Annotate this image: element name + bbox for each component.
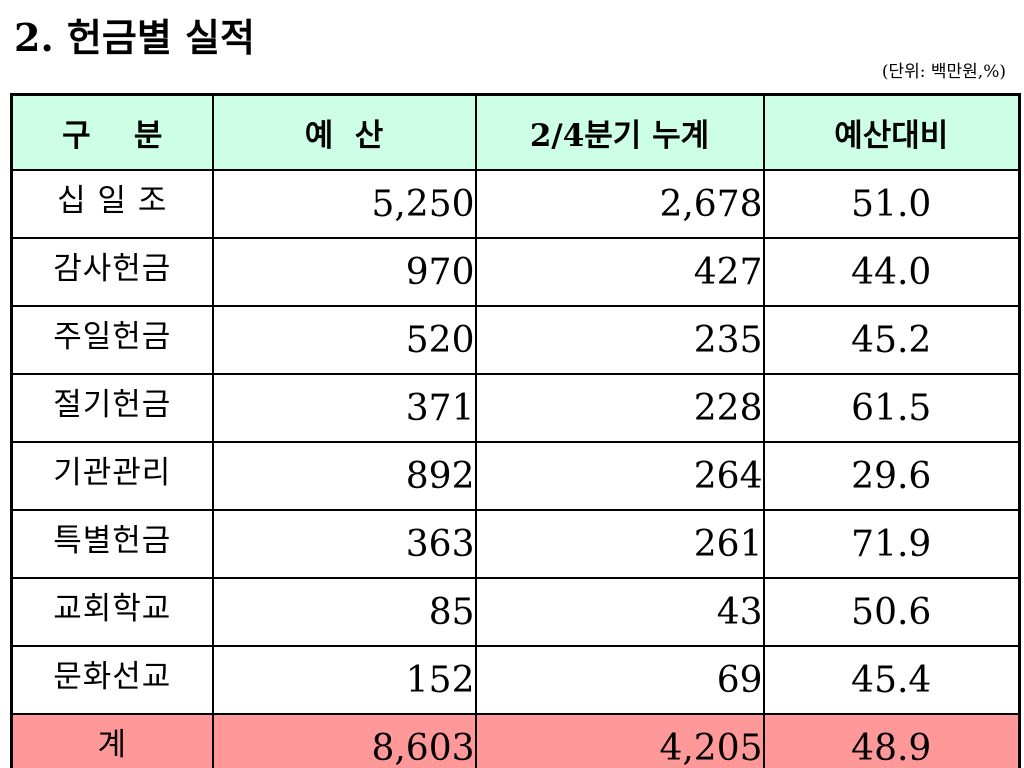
row-label: 기관관리 — [10, 441, 214, 511]
row-label: 십 일 조 — [10, 169, 214, 239]
q2-cumulative-cell: 2,678 — [474, 169, 765, 239]
budget-cell: 363 — [211, 509, 477, 579]
page-title: 2. 헌금별 실적 — [14, 15, 255, 60]
table-row: 기관관리 892 264 29.6 — [10, 441, 1021, 511]
row-label: 감사헌금 — [10, 237, 214, 307]
row-label: 특별헌금 — [10, 509, 214, 579]
total-row: 계 8,603 4,205 48.9 — [10, 713, 1021, 768]
row-label: 교회학교 — [10, 577, 214, 647]
table-row: 교회학교 85 43 50.6 — [10, 577, 1021, 647]
ratio-cell: 45.4 — [762, 645, 1021, 715]
ratio-cell: 50.6 — [762, 577, 1021, 647]
table-row: 절기헌금 371 228 61.5 — [10, 373, 1021, 443]
header-category: 구 분 — [10, 93, 214, 171]
table-row: 문화선교 152 69 45.4 — [10, 645, 1021, 715]
unit-note: (단위: 백만원,%) — [881, 62, 1006, 82]
q2-cumulative-cell: 235 — [474, 305, 765, 375]
ratio-cell: 51.0 — [762, 169, 1021, 239]
offering-performance-table: 구 분 예 산 2/4분기 누계 예산대비 십 일 조 5,250 2,678 … — [10, 93, 1021, 768]
row-label: 문화선교 — [10, 645, 214, 715]
ratio-cell: 29.6 — [762, 441, 1021, 511]
ratio-cell: 45.2 — [762, 305, 1021, 375]
budget-cell: 85 — [211, 577, 477, 647]
q2-cumulative-cell: 228 — [474, 373, 765, 443]
header-budget: 예 산 — [211, 93, 477, 171]
header-row: 구 분 예 산 2/4분기 누계 예산대비 — [10, 93, 1021, 171]
q2-cumulative-cell: 69 — [474, 645, 765, 715]
budget-cell: 371 — [211, 373, 477, 443]
ratio-cell: 71.9 — [762, 509, 1021, 579]
q2-cumulative-cell: 261 — [474, 509, 765, 579]
budget-cell: 970 — [211, 237, 477, 307]
budget-cell: 152 — [211, 645, 477, 715]
ratio-cell: 61.5 — [762, 373, 1021, 443]
ratio-cell: 44.0 — [762, 237, 1021, 307]
total-label: 계 — [10, 713, 214, 768]
table-row: 주일헌금 520 235 45.2 — [10, 305, 1021, 375]
row-label: 주일헌금 — [10, 305, 214, 375]
total-q2-cumulative-cell: 4,205 — [474, 713, 765, 768]
q2-cumulative-cell: 264 — [474, 441, 765, 511]
table-row: 십 일 조 5,250 2,678 51.0 — [10, 169, 1021, 239]
budget-cell: 892 — [211, 441, 477, 511]
q2-cumulative-cell: 427 — [474, 237, 765, 307]
budget-cell: 5,250 — [211, 169, 477, 239]
table-row: 특별헌금 363 261 71.9 — [10, 509, 1021, 579]
header-budget-ratio: 예산대비 — [762, 93, 1021, 171]
table-row: 감사헌금 970 427 44.0 — [10, 237, 1021, 307]
row-label: 절기헌금 — [10, 373, 214, 443]
header-q2-cumulative: 2/4분기 누계 — [474, 93, 765, 171]
total-budget-cell: 8,603 — [211, 713, 477, 768]
budget-cell: 520 — [211, 305, 477, 375]
total-ratio-cell: 48.9 — [762, 713, 1021, 768]
q2-cumulative-cell: 43 — [474, 577, 765, 647]
